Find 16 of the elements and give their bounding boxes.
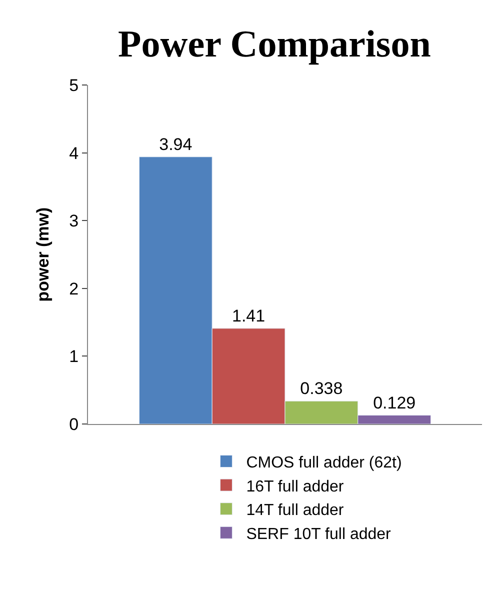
chart-title: Power Comparison	[118, 24, 431, 66]
y-tick-label: 0	[69, 414, 79, 434]
data-label: 0.338	[300, 379, 343, 398]
data-label: 3.94	[159, 134, 192, 154]
y-tick-label: 1	[69, 347, 79, 366]
y-axis-title: power (mw)	[34, 207, 53, 302]
legend-label: 16T full adder	[246, 478, 344, 496]
y-tick-label: 4	[69, 144, 79, 163]
y-tick-label: 5	[69, 76, 79, 95]
y-tick-label: 2	[69, 279, 79, 298]
data-label: 1.41	[232, 306, 266, 326]
legend-label: CMOS full adder (62t)	[246, 454, 402, 472]
data-label: 0.129	[373, 393, 416, 412]
legend-label: SERF 10T full adder	[246, 526, 392, 543]
y-tick-label: 3	[69, 212, 79, 231]
legend-label: 14T full adder	[246, 502, 344, 520]
